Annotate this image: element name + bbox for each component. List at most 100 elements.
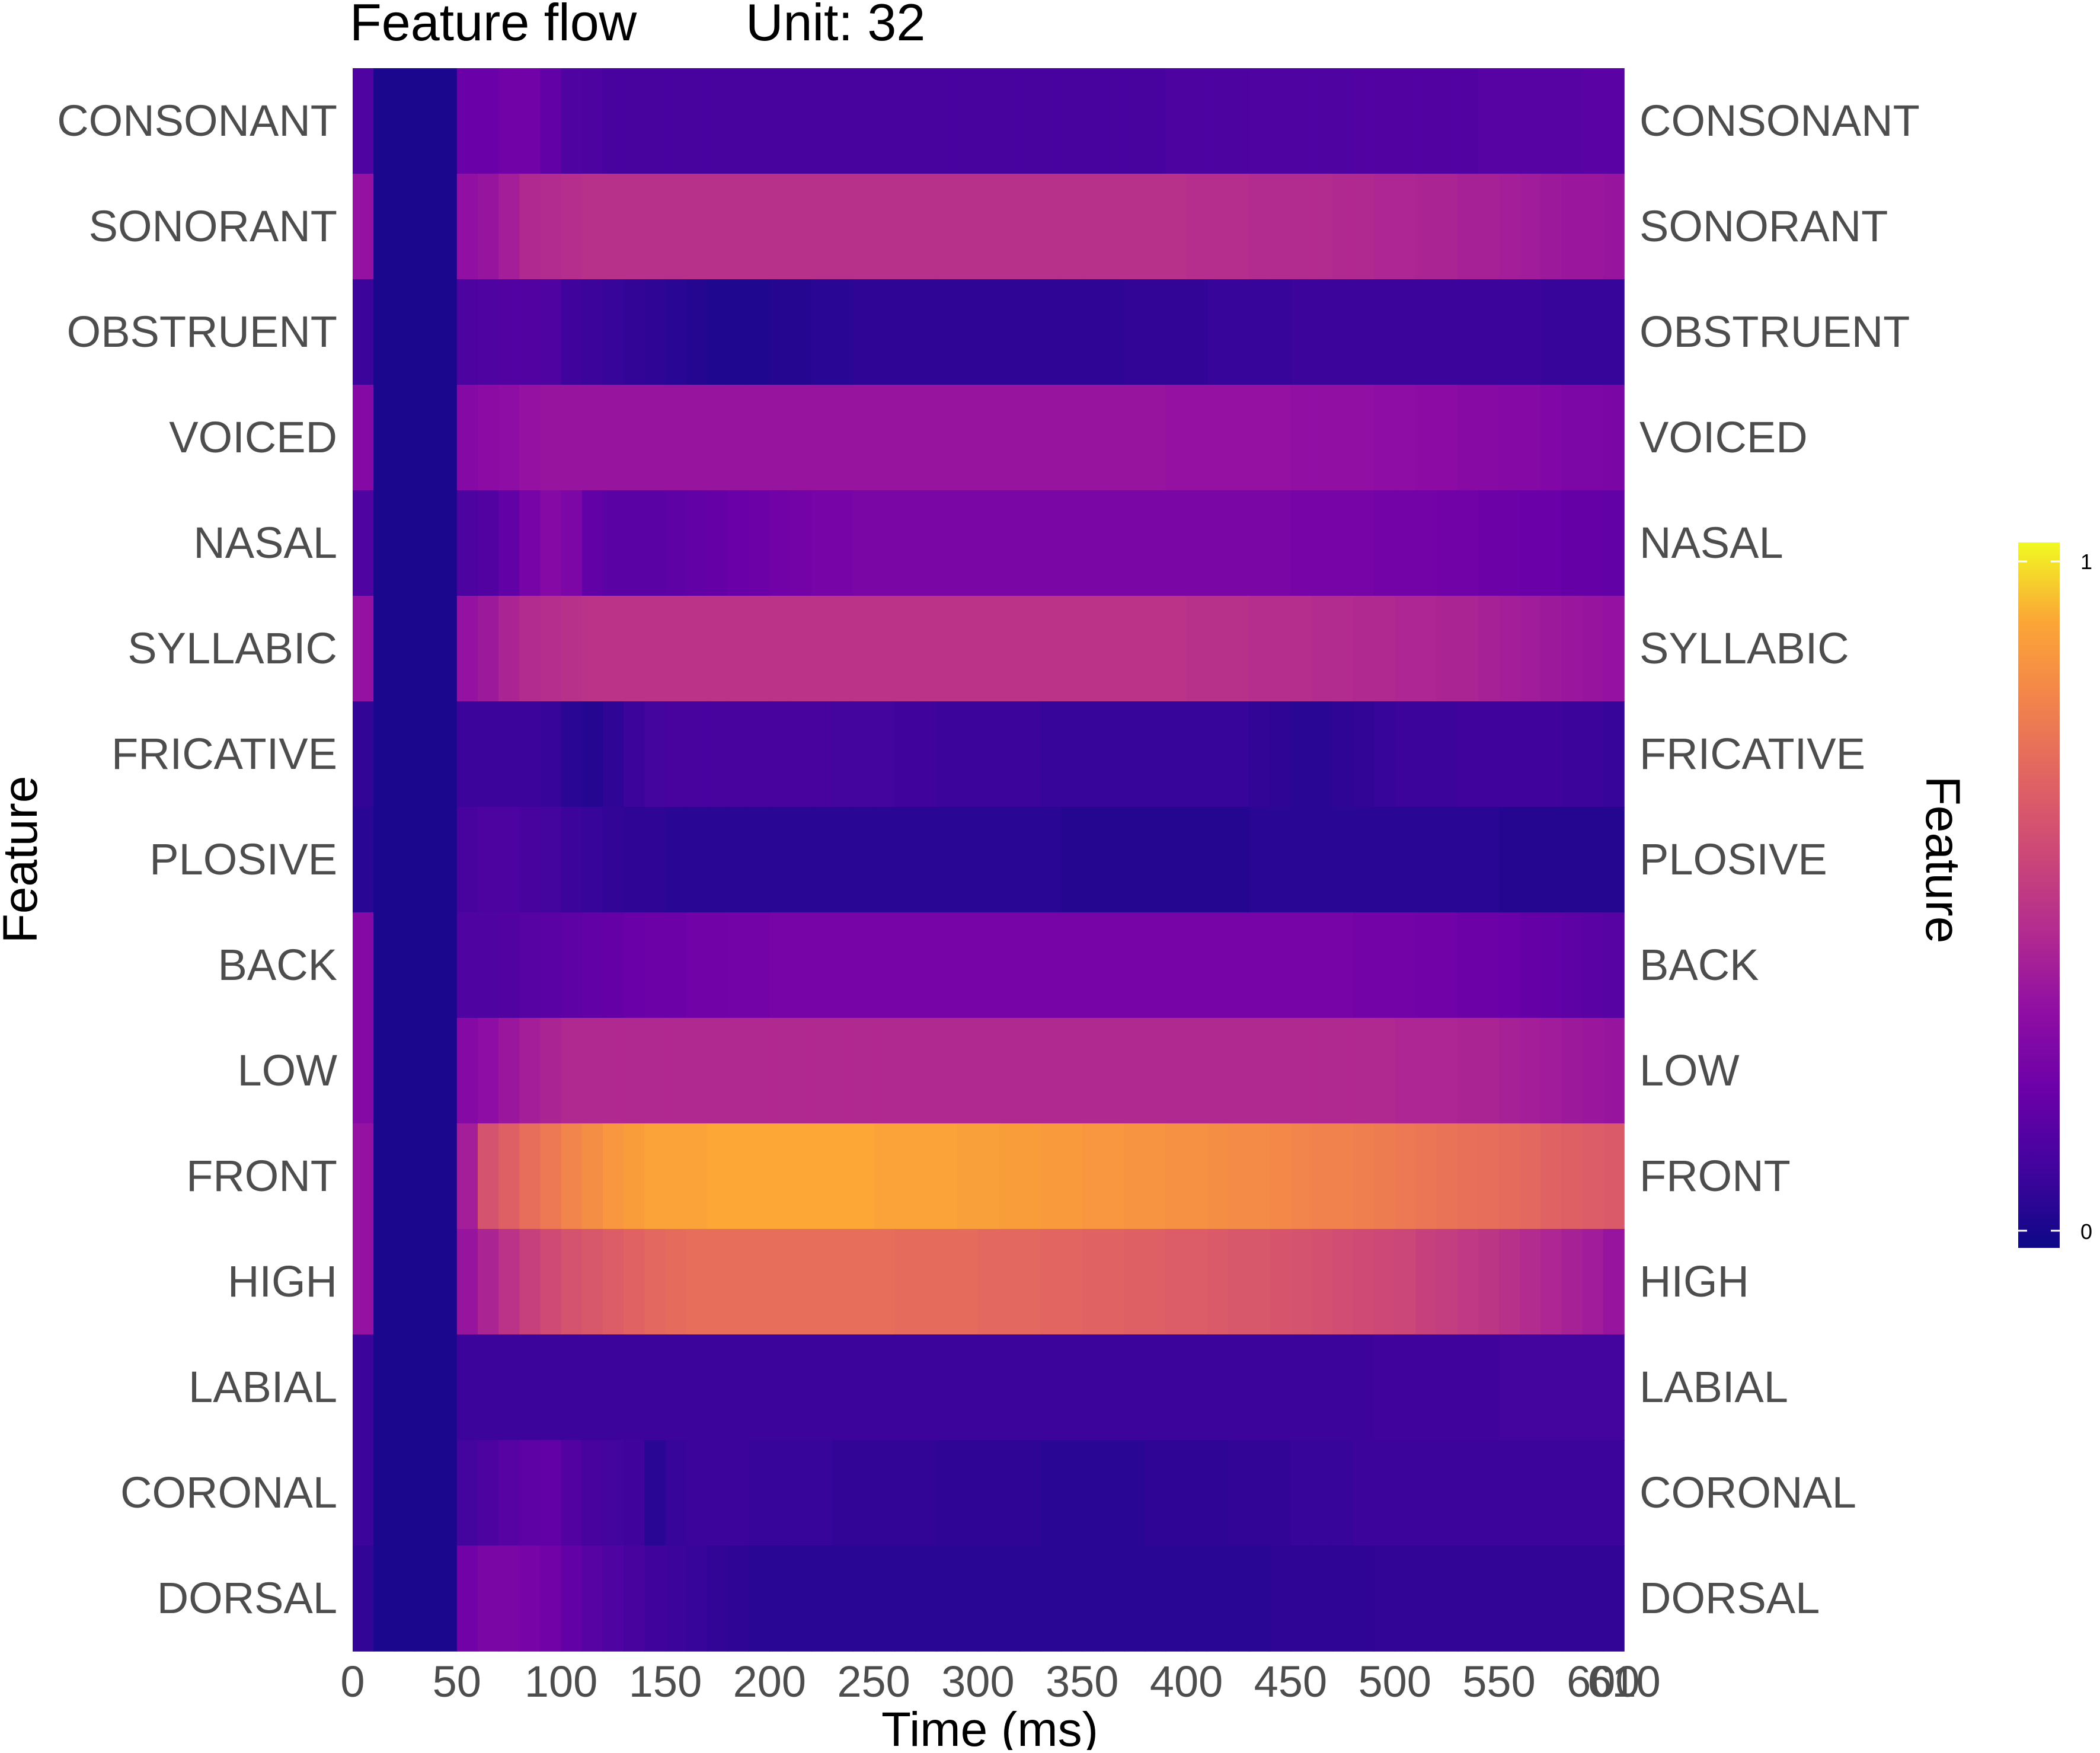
heatmap-cell xyxy=(456,490,478,596)
heatmap-cell xyxy=(540,1334,562,1441)
feature-label-right: SYLLABIC xyxy=(1639,624,1849,673)
heatmap-cell xyxy=(1582,596,1604,702)
heatmap-cell xyxy=(790,1334,812,1441)
heatmap-cell xyxy=(811,1018,833,1124)
heatmap-cell xyxy=(394,1334,416,1441)
heatmap-cell xyxy=(1395,1440,1417,1546)
heatmap-cell xyxy=(874,174,896,280)
heatmap-cell xyxy=(1290,174,1312,280)
heatmap-cell xyxy=(602,1546,624,1652)
heatmap-cell xyxy=(456,912,478,1018)
heatmap-cell xyxy=(999,1018,1021,1124)
heatmap-cell xyxy=(644,385,666,491)
heatmap-cell xyxy=(686,596,708,702)
heatmap-cell xyxy=(1124,279,1146,385)
heatmap-cell xyxy=(1145,1440,1166,1546)
heatmap-cell xyxy=(1290,596,1312,702)
heatmap-cell xyxy=(1415,701,1437,807)
heatmap-cell xyxy=(1186,1440,1208,1546)
heatmap-cell xyxy=(561,490,583,596)
heatmap-cell xyxy=(1415,1018,1437,1124)
heatmap-cell xyxy=(749,1123,771,1230)
feature-label-right: BACK xyxy=(1639,940,1759,989)
heatmap-cell xyxy=(561,1334,583,1441)
heatmap-cell xyxy=(1124,1229,1146,1335)
heatmap-cell xyxy=(852,1546,874,1652)
heatmap-cell xyxy=(1228,68,1249,174)
heatmap-cell xyxy=(353,174,374,280)
heatmap-cell xyxy=(644,807,666,913)
heatmap-cell xyxy=(436,701,458,807)
heatmap-cell xyxy=(1582,1334,1604,1441)
heatmap-cell xyxy=(936,912,958,1018)
heatmap-cell xyxy=(477,1123,499,1230)
heatmap-cell xyxy=(1145,701,1166,807)
heatmap-cell xyxy=(477,279,499,385)
heatmap-cell xyxy=(894,1546,916,1652)
heatmap-cell xyxy=(936,490,958,596)
heatmap-cell xyxy=(1499,912,1520,1018)
heatmap-cell xyxy=(540,1440,562,1546)
heatmap-cell xyxy=(561,596,583,702)
heatmap-cell xyxy=(644,1334,666,1441)
heatmap-cell xyxy=(686,1334,708,1441)
heatmap-cell xyxy=(1124,807,1146,913)
heatmap-cell xyxy=(624,1546,645,1652)
heatmap-cell xyxy=(1019,1229,1041,1335)
heatmap-cell xyxy=(1332,68,1354,174)
heatmap-cell xyxy=(1332,701,1354,807)
heatmap-cell xyxy=(1124,1123,1146,1230)
heatmap-cell xyxy=(456,1546,478,1652)
heatmap-cell xyxy=(436,596,458,702)
heatmap-cell xyxy=(415,279,437,385)
heatmap-cell xyxy=(519,385,541,491)
heatmap-cell xyxy=(602,174,624,280)
heatmap-cell xyxy=(602,1229,624,1335)
heatmap-cell xyxy=(456,68,478,174)
heatmap-cell xyxy=(1082,490,1104,596)
heatmap-cell xyxy=(1436,1440,1458,1546)
heatmap-cell xyxy=(1270,1018,1292,1124)
heatmap-cell xyxy=(811,385,833,491)
heatmap-cell xyxy=(1165,385,1187,491)
heatmap-cell xyxy=(1082,912,1104,1018)
heatmap-cell xyxy=(957,1334,979,1441)
heatmap-cell xyxy=(1540,490,1562,596)
heatmap-cell xyxy=(1436,1334,1458,1441)
heatmap-cell xyxy=(832,279,854,385)
heatmap-cell xyxy=(707,385,728,491)
heatmap-cell xyxy=(1353,1229,1375,1335)
heatmap-cell xyxy=(790,174,812,280)
heatmap-cell xyxy=(1561,1123,1583,1230)
heatmap-cell xyxy=(936,1229,958,1335)
heatmap-cell xyxy=(1145,68,1166,174)
heatmap-cell xyxy=(394,1546,416,1652)
heatmap-cell xyxy=(1374,1546,1395,1652)
heatmap-cell xyxy=(415,1123,437,1230)
heatmap-cell xyxy=(1603,1123,1625,1230)
heatmap-cell xyxy=(1186,174,1208,280)
heatmap-cell xyxy=(1561,596,1583,702)
heatmap-cell xyxy=(561,1229,583,1335)
heatmap-cell xyxy=(519,174,541,280)
heatmap-cell xyxy=(1478,490,1500,596)
heatmap-cell xyxy=(1082,596,1104,702)
heatmap-cell xyxy=(1019,1334,1041,1441)
heatmap-cell xyxy=(1145,385,1166,491)
y-axis-label-right: Feature xyxy=(1916,776,1970,944)
heatmap-cell xyxy=(811,490,833,596)
x-tick-label: 100 xyxy=(525,1657,597,1706)
heatmap-cell xyxy=(1603,912,1625,1018)
heatmap-cell xyxy=(1228,807,1249,913)
heatmap-cell xyxy=(581,1018,603,1124)
heatmap-cell xyxy=(415,68,437,174)
heatmap-cell xyxy=(353,596,374,702)
heatmap-cell xyxy=(436,279,458,385)
heatmap-cell xyxy=(977,1018,999,1124)
heatmap-cell xyxy=(915,490,937,596)
heatmap-cell xyxy=(1186,385,1208,491)
heatmap-cell xyxy=(1102,1440,1124,1546)
heatmap-cell xyxy=(936,1123,958,1230)
heatmap-cell xyxy=(1207,1334,1229,1441)
heatmap-cell xyxy=(1332,279,1354,385)
